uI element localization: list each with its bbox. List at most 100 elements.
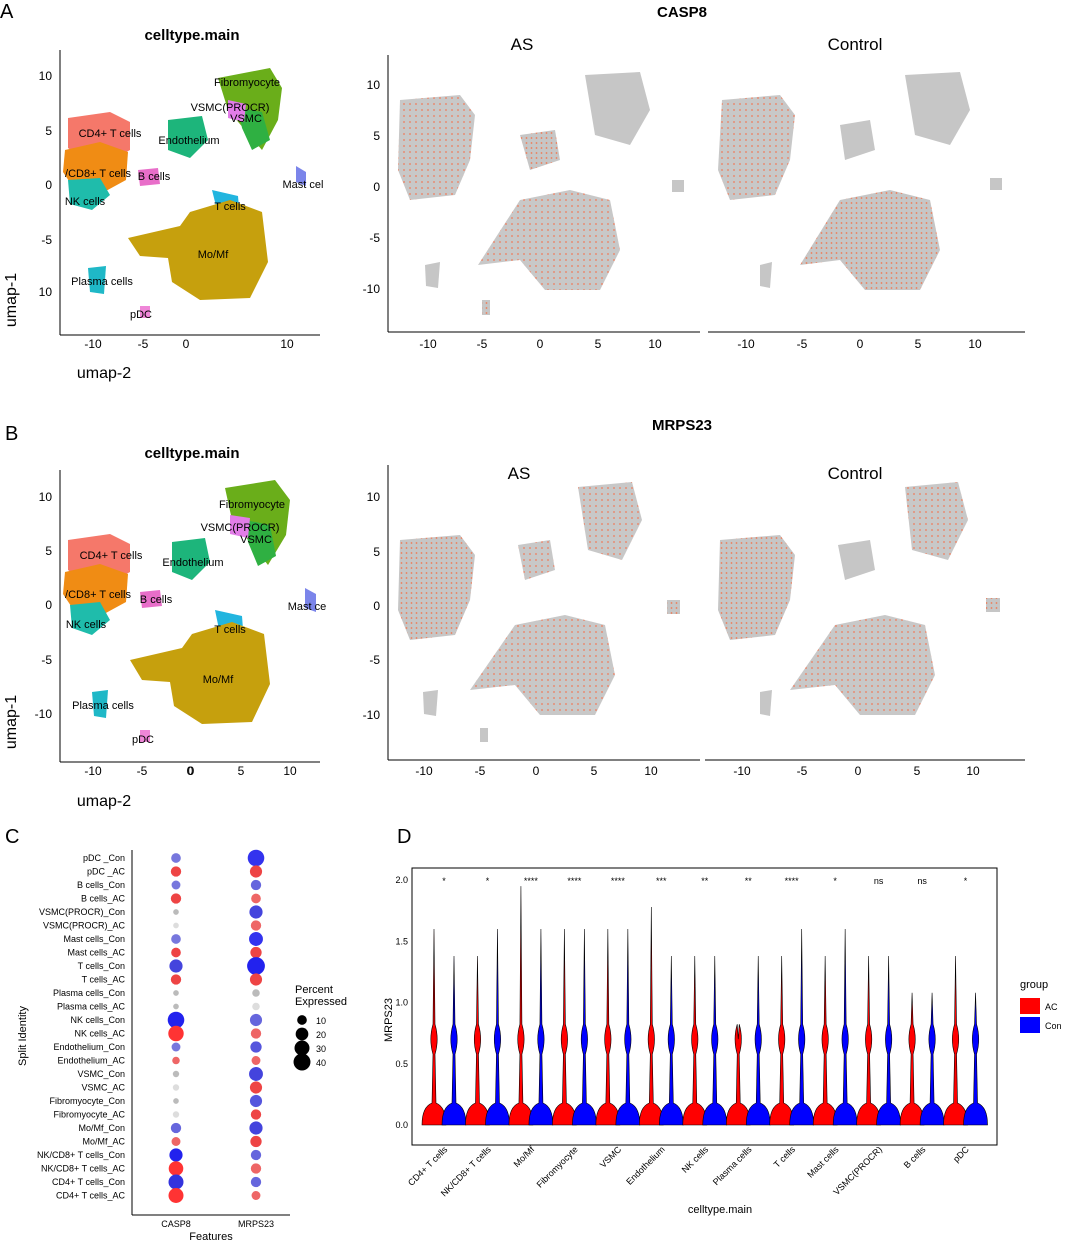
feature-b-control-cluster-t bbox=[718, 535, 795, 640]
dotplot-row-label: Mo/Mf_Con bbox=[78, 1123, 125, 1133]
umap-xtick: 0 bbox=[187, 764, 194, 778]
feature-b-control-cluster-mast bbox=[986, 598, 1000, 612]
dotplot-dot-mrps23 bbox=[250, 1135, 262, 1148]
violin-ac bbox=[943, 955, 968, 1126]
dotplot-row-label: VSMC(PROCR)_Con bbox=[39, 907, 125, 917]
dotplot-dot-casp8 bbox=[170, 974, 182, 985]
dotplot-dot-mrps23 bbox=[249, 905, 263, 919]
feature-a-as-cluster-t bbox=[398, 95, 475, 200]
umap-a-cluster-labels: Fibromyocyte VSMC(PROCR)VSMC CD4+ T cells E… bbox=[65, 77, 324, 321]
violin-con bbox=[702, 955, 728, 1126]
umap-a-cluster-label: VSMC bbox=[230, 113, 262, 125]
feature-xtick: 5 bbox=[915, 337, 922, 351]
dotplot-legend-label: 40 bbox=[316, 1058, 326, 1068]
dotplot-legend-title-2: Expressed bbox=[295, 996, 347, 1008]
violin-xtick: pDC bbox=[951, 1144, 971, 1164]
umap-ytick: 10 bbox=[39, 69, 53, 83]
umap-b-cluster-label: B cells bbox=[140, 594, 173, 606]
feature-a-as-cluster-pdc bbox=[482, 300, 490, 315]
group-a-left: AS bbox=[511, 35, 534, 54]
dotplot-row-label: Endothelium_AC bbox=[57, 1056, 125, 1066]
feature-b-as-cluster-endo bbox=[518, 540, 555, 580]
violin-ac bbox=[812, 955, 838, 1126]
feature-a-as-cluster-endo bbox=[520, 130, 560, 170]
dotplot-dot-mrps23 bbox=[250, 1109, 262, 1120]
violin-xtick: B cells bbox=[902, 1144, 928, 1170]
dotplot-dot-casp8 bbox=[171, 1042, 181, 1052]
dotplot-dot-mrps23 bbox=[249, 973, 263, 986]
dotplot-row-label: NK cells_Con bbox=[70, 1015, 125, 1025]
dotplot-row-label: VSMC(PROCR)_AC bbox=[43, 921, 126, 931]
cluster-pdc bbox=[140, 306, 150, 318]
umap-a-cluster-label: pDC bbox=[130, 309, 152, 321]
feature-b-control-cluster-plasma bbox=[760, 690, 772, 716]
umap-a-cluster-label: VSMC(PROCR) bbox=[191, 102, 270, 114]
cluster-vsmc-procr bbox=[228, 100, 246, 122]
feature-xtick: -5 bbox=[477, 337, 488, 351]
violin-legend-con-swatch bbox=[1020, 1017, 1040, 1033]
violin-con bbox=[963, 992, 988, 1126]
dotplot-dot-casp8 bbox=[172, 1056, 180, 1065]
umap-b-cluster-label: Endothelium bbox=[162, 557, 223, 569]
dotplot-legend-dot bbox=[294, 1040, 310, 1056]
feature-ytick: -5 bbox=[369, 653, 380, 667]
dotplot-dot-casp8 bbox=[171, 934, 181, 944]
violin-ac bbox=[552, 928, 577, 1126]
umap-a-title: celltype.main bbox=[144, 27, 239, 44]
violin-con bbox=[919, 992, 945, 1126]
umap-ytick: 5 bbox=[45, 124, 52, 138]
violin-legend-ac-swatch bbox=[1020, 998, 1040, 1014]
umap-b bbox=[59, 470, 320, 763]
dotplot-dot-mrps23 bbox=[250, 879, 262, 891]
umap-a bbox=[59, 50, 320, 336]
umap-xtick: -10 bbox=[84, 764, 102, 778]
dotplot-dot-mrps23 bbox=[249, 1121, 263, 1135]
cluster-b-vsmc-procr bbox=[230, 515, 250, 538]
feature-ytick: 10 bbox=[367, 490, 381, 504]
umap-xtick: 10 bbox=[280, 337, 294, 351]
violin-ac bbox=[899, 992, 925, 1126]
dotplot-row-label: B cells_AC bbox=[81, 894, 126, 904]
dotplot-legend-label: 30 bbox=[316, 1044, 326, 1054]
group-a-right: Control bbox=[828, 35, 883, 54]
feature-a-as-cluster-plasma bbox=[425, 262, 440, 288]
dotplot-dot-mrps23 bbox=[250, 1028, 262, 1039]
dotplot-dot-mrps23 bbox=[249, 865, 263, 878]
dotplot-row-label: NK cells_AC bbox=[74, 1029, 125, 1039]
dotplot-dot-mrps23 bbox=[249, 1094, 263, 1108]
umap-b-cluster-label: T cells bbox=[214, 624, 246, 636]
cluster-momf bbox=[128, 200, 268, 300]
umap-b-ylabel: umap-1 bbox=[3, 695, 20, 749]
violin-sig-label: **** bbox=[524, 876, 539, 886]
violin-sig-label: * bbox=[442, 876, 446, 886]
dotplot-row-label: T cells_Con bbox=[78, 961, 125, 971]
feature-xtick: -5 bbox=[797, 764, 808, 778]
feature-a-as-cluster-mast bbox=[672, 180, 684, 192]
umap-xtick: 0 bbox=[183, 337, 190, 351]
panel-a-ticks: 10 5 0 -5 10 -10 -5 0 10 10 5 0 -5 -10 -10 -5 0 5 10 -10 -5 0… bbox=[39, 69, 982, 351]
dotplot-dot-mrps23 bbox=[250, 1149, 262, 1161]
feature-xtick: 0 bbox=[855, 764, 862, 778]
dotplot-dot-casp8 bbox=[170, 893, 182, 904]
feature-xtick: 0 bbox=[857, 337, 864, 351]
dotplot-dot-casp8 bbox=[167, 1011, 185, 1029]
dotplot-ylabel: Split Identity bbox=[17, 1006, 29, 1066]
umap-xtick: -5 bbox=[138, 337, 149, 351]
violin-ytick: 0.5 bbox=[395, 1059, 408, 1069]
dotplot-row-label: Fibromyocyte_AC bbox=[53, 1110, 125, 1120]
dotplot-dot-casp8 bbox=[170, 866, 182, 877]
feature-xtick: 5 bbox=[914, 764, 921, 778]
umap-ytick: -5 bbox=[41, 233, 52, 247]
feature-xtick: 5 bbox=[595, 337, 602, 351]
feature-xtick: -10 bbox=[415, 764, 433, 778]
dotplot-row-label: VSMC_AC bbox=[81, 1083, 125, 1093]
violin-sig-label: ns bbox=[874, 876, 884, 886]
violin-con bbox=[441, 955, 467, 1126]
feature-a-control bbox=[708, 72, 1025, 333]
dotplot-legend-title-1: Percent bbox=[295, 984, 333, 996]
dotplot-dot-mrps23 bbox=[250, 1176, 262, 1188]
cluster-b-cd8 bbox=[63, 564, 128, 614]
umap-b-cluster-label: CD4+ T cells bbox=[80, 550, 143, 562]
violin-sig-label: ns bbox=[917, 876, 927, 886]
